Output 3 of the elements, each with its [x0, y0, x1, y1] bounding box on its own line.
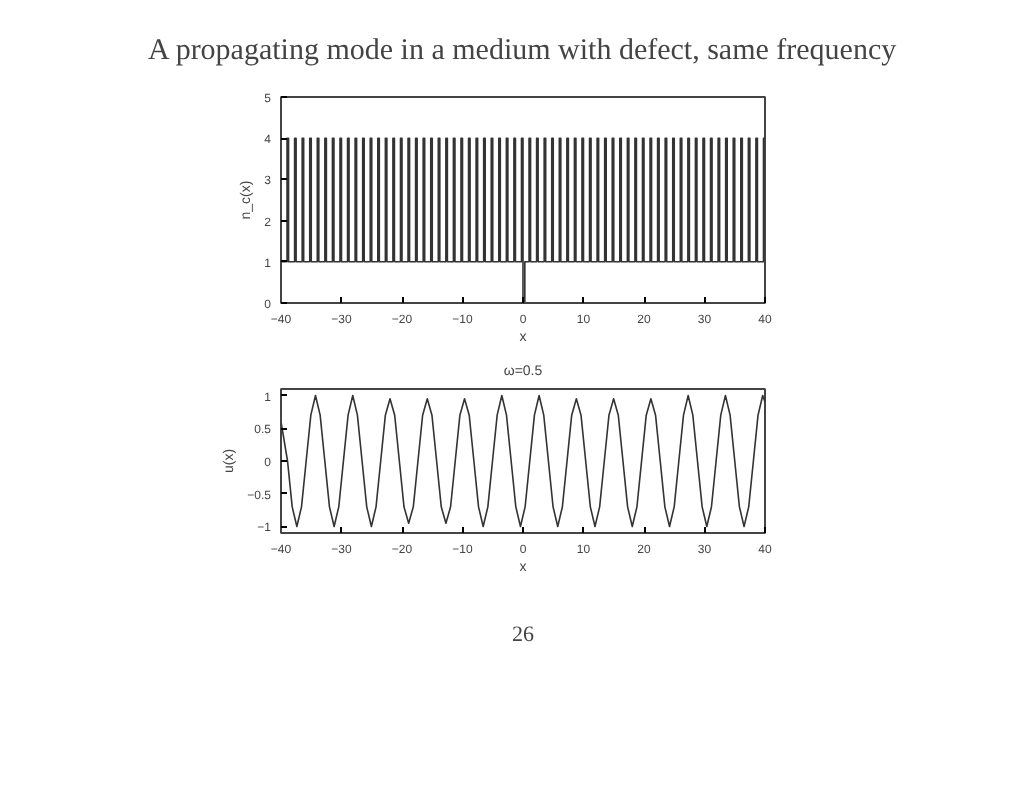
line-series	[281, 394, 765, 528]
chart-title: A propagating mode in a medium with defect, same frequency	[148, 35, 898, 67]
text: 26	[512, 623, 535, 647]
